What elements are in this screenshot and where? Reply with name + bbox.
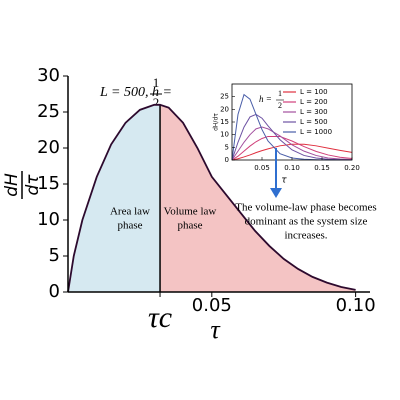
fraction-denominator: 2 (153, 95, 160, 110)
x-axis-label: τ (210, 315, 221, 344)
legend-label: L = 200 (300, 98, 328, 106)
callout-text: The volume-law phase becomes (235, 202, 376, 214)
inset-title-num: 1 (278, 89, 282, 98)
phase-region (68, 104, 161, 292)
y-label-denominator: dτ (23, 174, 43, 196)
annotation: L = 500, h = (99, 85, 172, 100)
legend-label: L = 300 (300, 108, 328, 116)
y-tick-label: 30 (37, 65, 60, 86)
y-tick-label: 5 (225, 143, 229, 151)
phase-region (160, 104, 356, 292)
y-tick-label: 5 (49, 245, 60, 266)
x-tick-label: 0.05 (254, 164, 270, 172)
callout-text: increases. (284, 230, 327, 242)
y-tick-label: 0 (225, 156, 229, 164)
y-tick-label: 10 (37, 209, 60, 230)
legend-label: L = 1000 (300, 128, 332, 136)
legend-label: L = 500 (300, 118, 328, 126)
y-tick-label: 20 (37, 137, 60, 158)
y-label-numerator: dH (2, 173, 22, 197)
series-line (231, 113, 353, 161)
x-tick-label: 0.05 (192, 295, 232, 316)
x-tick-label: 0.10 (336, 295, 376, 316)
x-tick-label: 0.10 (284, 164, 300, 172)
y-tick-label: 0 (49, 281, 60, 302)
callout-text: dominant as the system size (245, 216, 368, 228)
inset-x-label: τ (281, 176, 287, 186)
curve (67, 103, 356, 293)
region-label: phase (117, 220, 142, 232)
callout-arrowhead (270, 188, 282, 198)
inset-y-label: dH/dτ (213, 113, 220, 131)
region-label: phase (177, 220, 202, 232)
y-tick-label: 10 (220, 131, 229, 139)
y-tick-label: 15 (37, 173, 60, 194)
series-line (231, 135, 353, 161)
region-label: Area law (110, 206, 150, 218)
y-tick-label: 15 (220, 118, 229, 126)
legend-label: L = 100 (300, 88, 328, 96)
x-tick-label: 0.15 (314, 164, 330, 172)
inset-title: h = (259, 94, 272, 104)
y-axis-label: dH dτ (2, 171, 43, 199)
inset-title-den: 2 (278, 101, 282, 110)
y-tick-label: 25 (220, 93, 229, 101)
fraction-numerator: 1 (153, 75, 160, 90)
x-tick-label: τc (148, 301, 172, 334)
y-tick-label: 25 (37, 101, 60, 122)
y-tick-label: 20 (220, 105, 229, 113)
region-label: Volume law (164, 206, 217, 218)
x-tick-label: 0.20 (344, 164, 360, 172)
